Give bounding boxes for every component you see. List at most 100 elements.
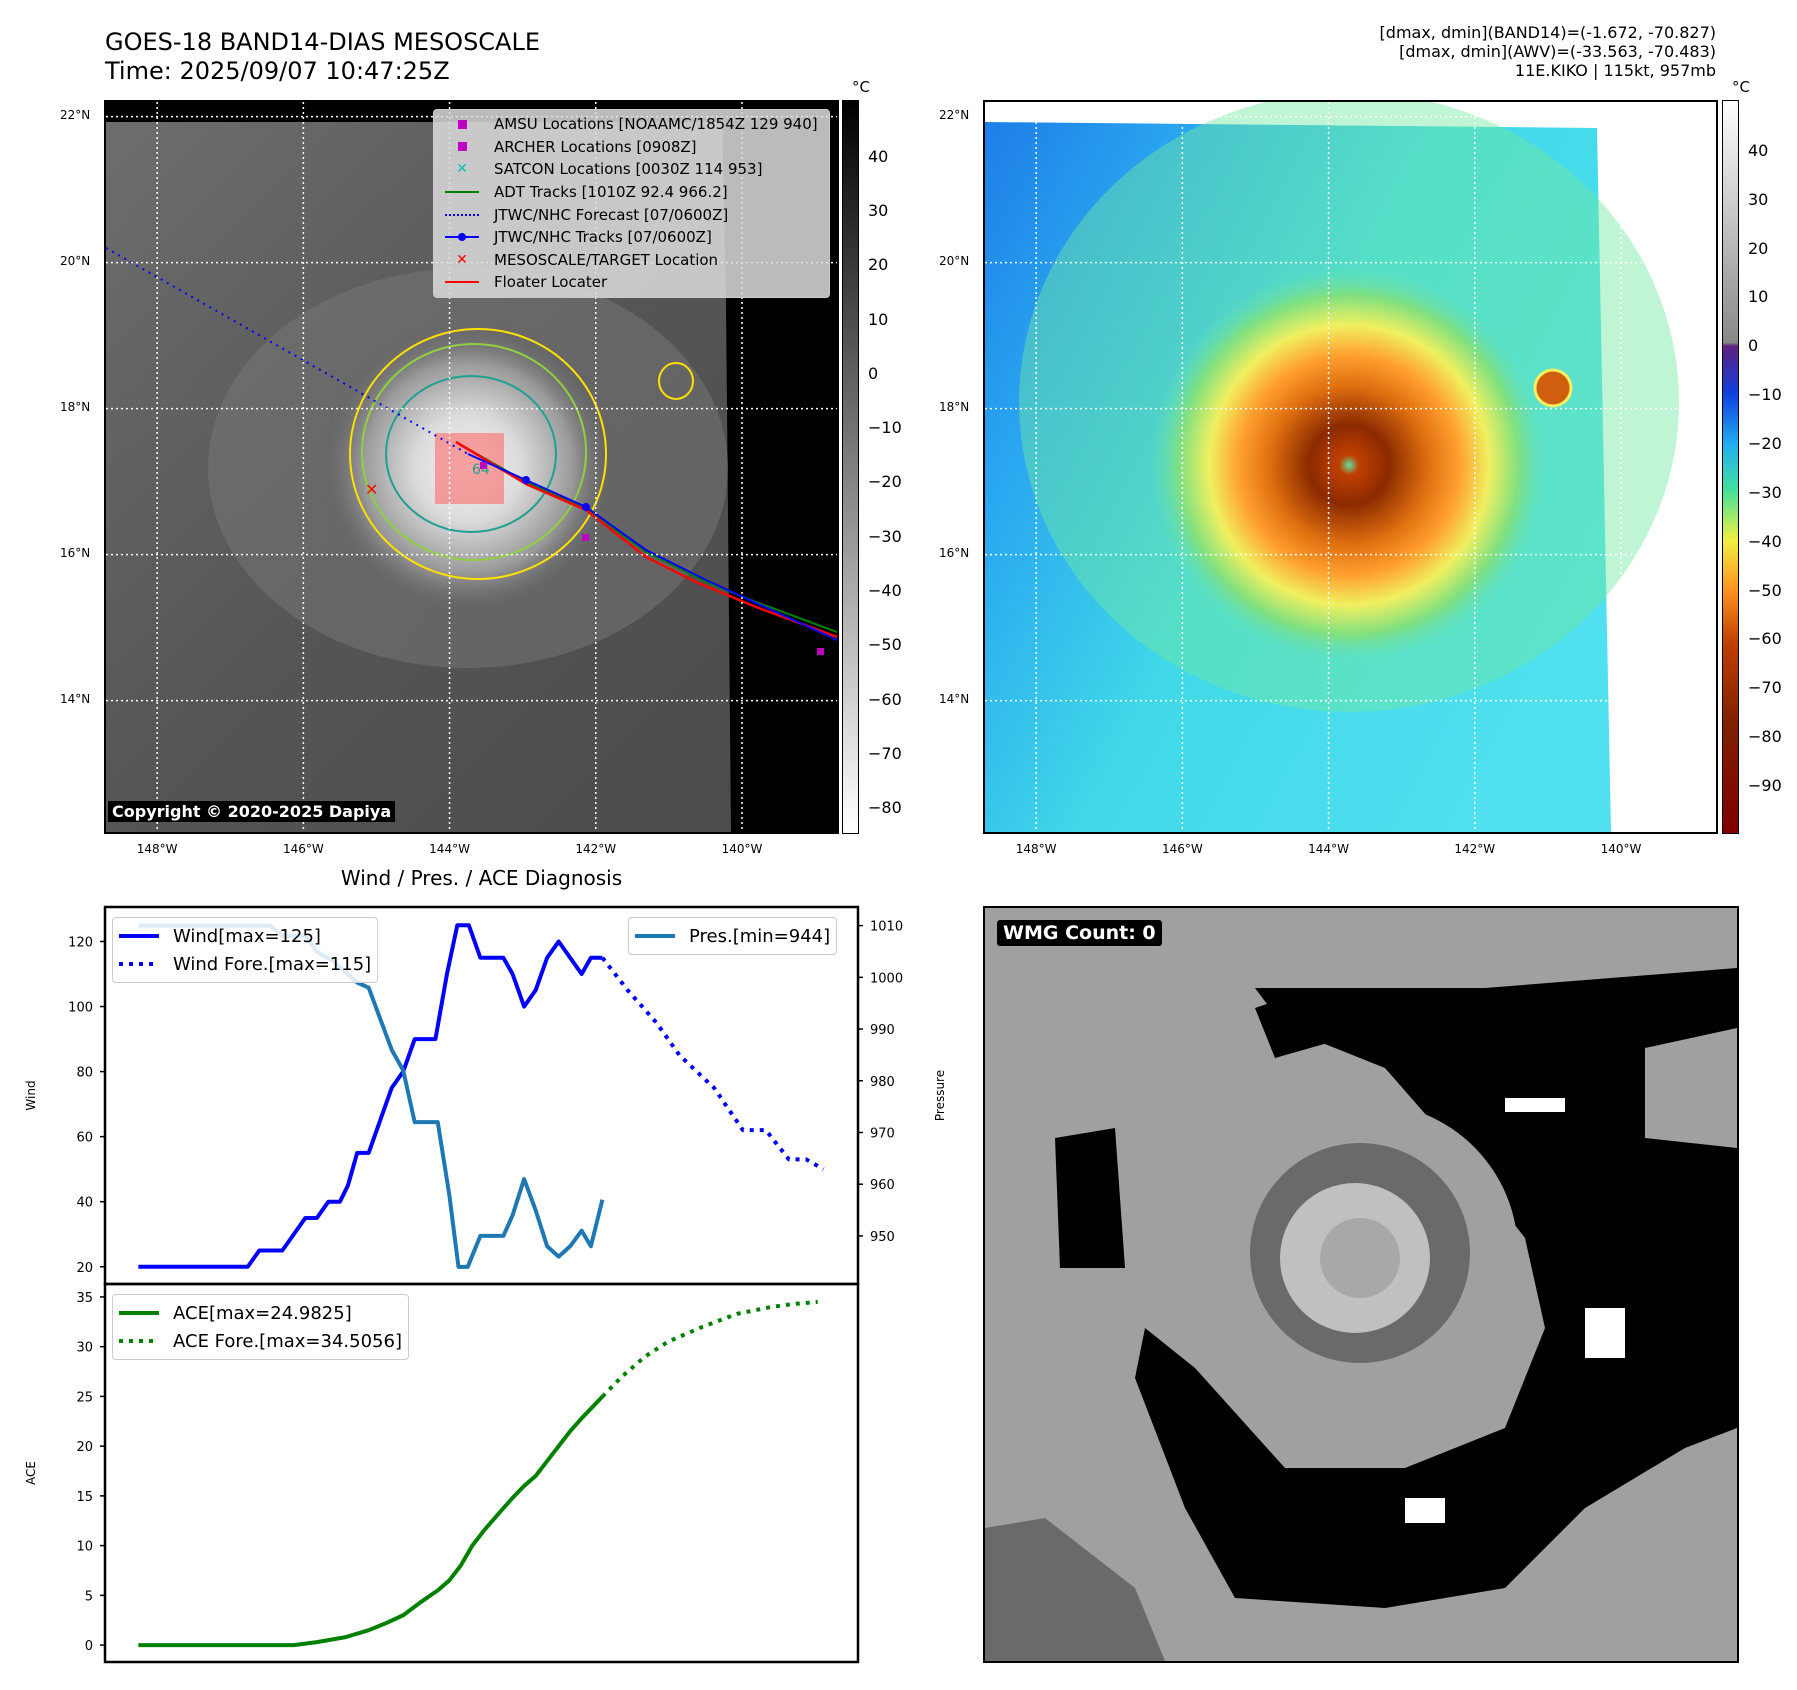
wmg-white-patch	[1405, 1498, 1445, 1523]
dias-map	[985, 102, 1716, 832]
legend-label: MESOSCALE/TARGET Location	[494, 250, 719, 269]
wmg-white-patch	[1585, 1308, 1625, 1358]
lon-tick-label: 148°W	[136, 842, 178, 856]
y2-tick-label: 990	[870, 1023, 895, 1038]
legend-item: JTWC/NHC Tracks [07/0600Z]	[440, 226, 823, 249]
legend-x-icon: ✕	[456, 251, 468, 268]
y-tick-label: 30	[76, 1341, 93, 1356]
colorbar-tick-label: −70	[868, 743, 902, 763]
y2-tick-label: 1010	[870, 920, 903, 935]
wind-legend-label: Wind[max=125]	[173, 925, 321, 947]
contour-small	[658, 362, 694, 400]
wmg-black-patch	[1255, 988, 1345, 1058]
lat-tick-label: 16°N	[60, 545, 91, 560]
contour-50kt	[361, 343, 587, 561]
y-axis-label: Wind	[24, 1080, 38, 1110]
dias-map-panel	[983, 100, 1718, 834]
legend-x-icon: ✕	[456, 161, 468, 178]
contour-64kt	[385, 375, 557, 533]
ace-fore-legend-label: ACE Fore.[max=34.5056]	[173, 1330, 402, 1352]
y-tick-label: 40	[76, 1196, 93, 1211]
colorbar-tick-label: 10	[868, 309, 889, 329]
colorbar-tick-label: 10	[1748, 287, 1769, 307]
y-tick-label: 20	[76, 1261, 93, 1276]
colorbar-tick-label: −60	[868, 689, 902, 709]
wmg-black-band	[1135, 968, 1737, 1608]
colorbar-tick-label: −80	[1748, 727, 1782, 747]
colorbar-tick-label: −20	[1748, 434, 1782, 454]
colorbar-tick-label: 40	[868, 146, 889, 166]
lon-tick-label: 144°W	[429, 842, 470, 856]
colorbar-tick-label: −70	[1748, 678, 1782, 698]
wind-fore-legend-line	[119, 962, 159, 966]
y-axis-label: ACE	[24, 1461, 38, 1485]
colorbar-tick-label: −90	[1748, 776, 1782, 796]
colorbar-tick-label: −50	[868, 635, 902, 655]
stats-info: [dmax, dmin](BAND14)=(-1.672, -70.827) […	[1116, 23, 1716, 80]
y2-tick-label: 980	[870, 1075, 895, 1090]
y-tick-label: 20	[76, 1440, 93, 1455]
colorbar-tick-label: 0	[868, 363, 879, 383]
legend-item: ✕ MESOSCALE/TARGET Location	[440, 249, 823, 272]
lat-tick-label: 18°N	[939, 399, 970, 414]
figure-title: GOES-18 BAND14-DIAS MESOSCALE	[105, 28, 541, 56]
legend-label: AMSU Locations [NOAAMC/1854Z 129 940]	[494, 115, 818, 134]
storm-core	[1149, 265, 1549, 665]
wind-fore-legend-label: Wind Fore.[max=115]	[173, 953, 372, 975]
colorbar-unit: °C	[1732, 78, 1750, 96]
wind-legend: Wind[max=125] Wind Fore.[max=115]	[112, 917, 379, 983]
figure-time: Time: 2025/09/07 10:47:25Z	[105, 57, 450, 85]
copyright-label: Copyright © 2020-2025 Dapiya	[108, 801, 396, 822]
colorbar-tick-label: −20	[868, 472, 902, 492]
colorbar-tick-label: 30	[1748, 189, 1769, 209]
lat-tick-label: 20°N	[60, 253, 91, 268]
pres-legend-line	[635, 934, 675, 938]
lon-tick-label: 142°W	[575, 842, 617, 856]
wind-legend-line	[119, 934, 159, 938]
series-ace-line	[138, 1395, 604, 1648]
y-tick-label: 35	[76, 1291, 93, 1306]
y-tick-label: 5	[85, 1589, 93, 1604]
awv-stats: [dmax, dmin](AWV)=(-33.563, -70.483)	[1399, 42, 1716, 61]
wmg-black-patch	[1055, 1128, 1125, 1268]
archer-marker	[480, 462, 487, 469]
legend-item: AMSU Locations [NOAAMC/1854Z 129 940]	[440, 113, 823, 136]
colorbar-tick-label: −40	[868, 580, 902, 600]
wmg-panel: WMG Count: 0	[983, 906, 1739, 1663]
wmg-white-patch	[1505, 1098, 1565, 1112]
colorbar-tick-label: 20	[1748, 238, 1769, 258]
y-tick-label: 25	[76, 1390, 93, 1405]
legend-line-dot-icon	[440, 233, 484, 242]
series-ace-fore-line	[600, 1299, 818, 1398]
chart-frame	[103, 1282, 860, 1664]
amsu-marker	[582, 534, 589, 541]
map-legend: AMSU Locations [NOAAMC/1854Z 129 940] ARC…	[433, 109, 830, 298]
lon-tick-label: 140°W	[1600, 842, 1642, 856]
y2-tick-label: 1000	[870, 971, 903, 986]
legend-label: SATCON Locations [0030Z 114 953]	[494, 160, 763, 179]
wmg-dark-gray	[985, 1518, 1165, 1661]
lat-tick-label: 22°N	[939, 107, 970, 122]
colorbar-tick-label: −10	[1748, 385, 1782, 405]
y-tick-label: 0	[85, 1639, 93, 1654]
y-tick-label: 60	[76, 1131, 93, 1146]
y2-tick-label: 970	[870, 1126, 895, 1141]
y-tick-label: 120	[68, 935, 93, 950]
diagnosis-charts: 20406080100120Wind9509609709809901000101…	[24, 905, 947, 1664]
y2-axis-label: Pressure	[933, 1070, 947, 1121]
lon-tick-label: 144°W	[1308, 842, 1349, 856]
colorbar-tick-label: −80	[868, 798, 902, 818]
legend-dotted-icon	[440, 213, 484, 216]
ir-colorbar	[842, 100, 859, 834]
band14-stats: [dmax, dmin](BAND14)=(-1.672, -70.827)	[1379, 23, 1716, 42]
amsu-marker	[817, 648, 824, 655]
colorbar-tick-label: 20	[868, 255, 889, 275]
legend-item: ADT Tracks [1010Z 92.4 966.2]	[440, 181, 823, 204]
ace-fore-legend-line	[119, 1339, 159, 1343]
y-tick-label: 100	[68, 1001, 93, 1016]
pres-legend-label: Pres.[min=944]	[689, 925, 831, 947]
colorbar-tick-label: −40	[1748, 531, 1782, 551]
target-marker: ✕	[365, 480, 378, 499]
contour-34kt	[349, 328, 607, 580]
legend-line-icon	[440, 281, 484, 284]
